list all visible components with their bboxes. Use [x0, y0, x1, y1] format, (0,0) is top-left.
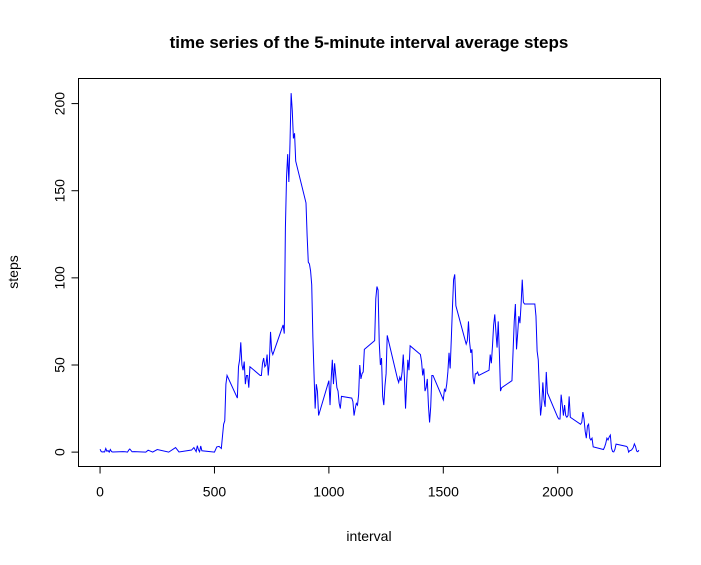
y-tick-label: 50: [52, 357, 68, 373]
y-tick-label: 150: [52, 179, 68, 203]
y-tick-label: 0: [52, 448, 68, 456]
x-tick-label: 0: [96, 484, 104, 500]
y-axis-label: steps: [5, 255, 21, 288]
x-axis-label: interval: [346, 528, 391, 544]
y-tick-label: 100: [52, 266, 68, 290]
plot-box: [78, 78, 661, 467]
x-tick-label: 1000: [313, 484, 344, 500]
series-line: [99, 93, 640, 454]
x-tick-label: 1500: [428, 484, 459, 500]
chart-title: time series of the 5-minute interval ave…: [170, 33, 569, 52]
y-tick-label: 200: [52, 92, 68, 116]
x-tick-label: 2000: [542, 484, 573, 500]
x-tick-label: 500: [203, 484, 227, 500]
